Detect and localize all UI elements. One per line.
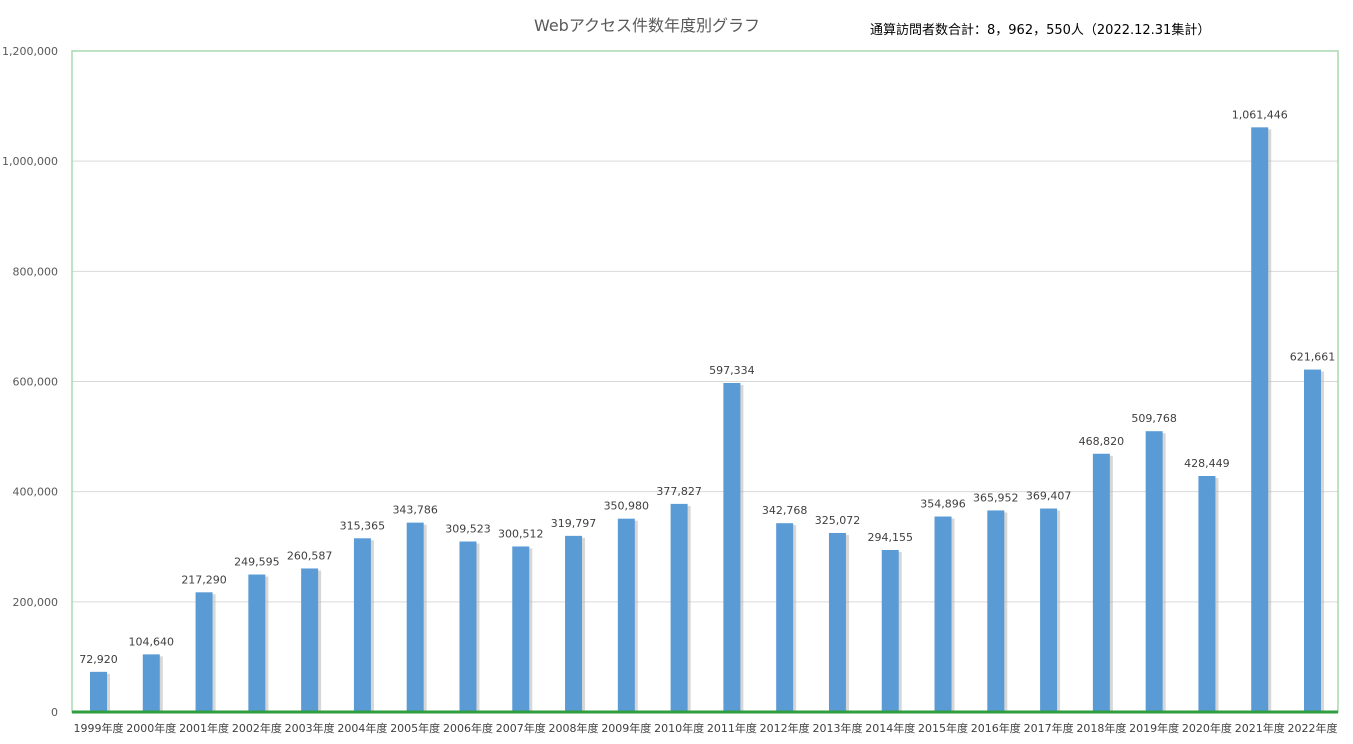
bar [90,671,107,712]
bar [934,516,952,712]
x-tick-label: 2009年度 [601,721,651,735]
bar [459,541,477,712]
x-tick-label: 2001年度 [179,721,229,735]
data-label: 309,523 [445,523,491,536]
data-label: 260,587 [287,549,333,562]
x-tick-label: 2015年度 [918,721,968,735]
data-label: 468,820 [1079,435,1125,448]
x-tick-label: 2005年度 [390,721,440,735]
bar [512,546,530,712]
chart-title: Webアクセス件数年度別グラフ [534,16,760,35]
bar [881,549,899,712]
bar [1198,475,1216,712]
data-label: 342,768 [762,504,808,517]
bar [987,510,1005,712]
bar [1092,453,1110,712]
bar [406,522,424,712]
bar [1251,127,1269,712]
bar [301,568,319,712]
data-label: 428,449 [1184,457,1230,470]
x-tick-label: 2000年度 [126,721,176,735]
data-label: 217,290 [181,573,227,586]
bar [828,532,846,712]
data-label: 1,061,446 [1232,108,1288,121]
bar [195,592,213,712]
data-label: 343,786 [392,504,438,517]
data-label: 365,952 [973,491,1019,504]
x-tick-label: 2011年度 [707,721,757,735]
x-tick-label: 2004年度 [337,721,387,735]
x-tick-label: 2007年度 [496,721,546,735]
x-tick-label: 2012年度 [760,721,810,735]
y-tick-label: 1,200,000 [2,45,58,58]
data-label: 315,365 [340,519,386,532]
x-tick-label: 2013年度 [812,721,862,735]
data-label: 350,980 [604,500,650,513]
data-label: 300,512 [498,527,544,540]
x-tick-label: 2018年度 [1076,721,1126,735]
x-tick-label: 2008年度 [549,721,599,735]
data-label: 597,334 [709,364,755,377]
x-tick-label: 2021年度 [1235,721,1285,735]
bar [1304,369,1321,712]
x-tick-label: 2002年度 [232,721,282,735]
y-tick-label: 1,000,000 [2,155,58,168]
x-axis: 1999年度 2000年度 2001年度 2002年度 2003年度 2004年度 2005… [74,721,1338,735]
x-tick-label: 2019年度 [1129,721,1179,735]
y-tick-label: 0 [51,706,58,719]
y-tick-label: 600,000 [13,376,59,389]
y-axis: 0 200,000 400,000 600,000 800,000 1,000,000 1,… [2,45,58,719]
x-tick-label: 2016年度 [971,721,1021,735]
x-tick-label: 2014年度 [865,721,915,735]
data-label: 294,155 [867,531,913,544]
data-label: 104,640 [129,635,175,648]
bar [142,654,160,712]
data-labels: 72,920 104,640 217,290 249,595 260,587 315,36… [79,108,1335,666]
data-label: 621,661 [1290,351,1336,364]
data-label: 325,072 [815,514,861,527]
y-tick-label: 800,000 [13,265,59,278]
x-tick-label: 2020年度 [1182,721,1232,735]
bar [617,518,635,712]
bar [353,538,371,712]
data-label: 249,595 [234,556,280,569]
data-label: 72,920 [79,653,118,666]
bar [248,574,266,712]
bar [565,535,583,712]
x-tick-label: 1999年度 [74,721,124,735]
data-label: 354,896 [920,498,966,511]
data-label: 509,768 [1131,412,1177,425]
bar [1040,508,1058,712]
bar [776,523,794,712]
data-label: 319,797 [551,517,597,530]
bar [1145,431,1163,712]
data-label: 369,407 [1026,490,1072,503]
total-visitors-annotation: 通算訪問者数合計：8，962，550人（2022.12.31集計） [870,22,1210,38]
x-tick-label: 2006年度 [443,721,493,735]
data-label: 377,827 [656,485,702,498]
x-tick-label: 2022年度 [1288,721,1338,735]
y-tick-label: 200,000 [13,596,59,609]
y-tick-label: 400,000 [13,486,59,499]
bar [723,382,741,712]
x-tick-label: 2003年度 [285,721,335,735]
x-tick-label: 2017年度 [1024,721,1074,735]
bar [670,503,688,712]
bars [90,127,1324,712]
x-tick-label: 2010年度 [654,721,704,735]
